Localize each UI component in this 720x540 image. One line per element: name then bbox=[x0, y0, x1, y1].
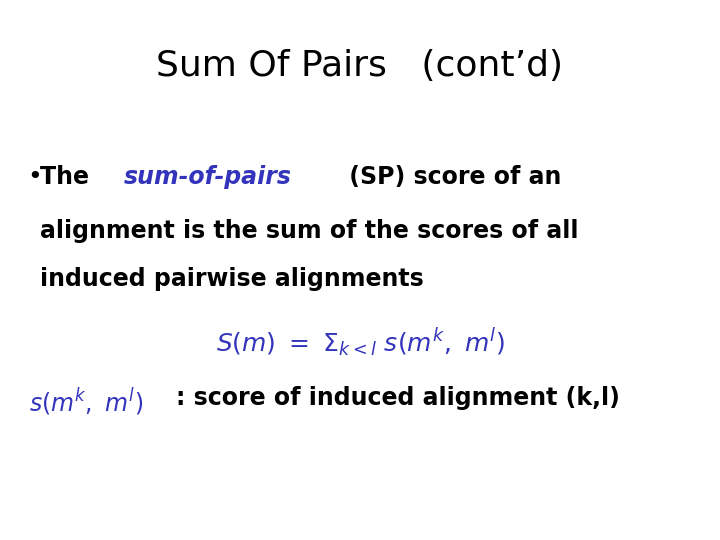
Text: (SP) score of an: (SP) score of an bbox=[341, 165, 562, 188]
Text: $s(m^k,\ m^l)$: $s(m^k,\ m^l)$ bbox=[29, 386, 143, 417]
Text: $S(m)\ =\ \Sigma_{k<l}\ s(m^k,\ m^l)$: $S(m)\ =\ \Sigma_{k<l}\ s(m^k,\ m^l)$ bbox=[216, 327, 504, 360]
Text: The: The bbox=[40, 165, 105, 188]
Text: induced pairwise alignments: induced pairwise alignments bbox=[40, 267, 423, 291]
Text: : score of induced alignment (k,l): : score of induced alignment (k,l) bbox=[176, 386, 620, 410]
Text: alignment is the sum of the scores of all: alignment is the sum of the scores of al… bbox=[40, 219, 578, 242]
Text: •: • bbox=[27, 165, 42, 188]
Text: sum-of-pairs: sum-of-pairs bbox=[124, 165, 292, 188]
Text: Sum Of Pairs   (cont’d): Sum Of Pairs (cont’d) bbox=[156, 49, 564, 83]
